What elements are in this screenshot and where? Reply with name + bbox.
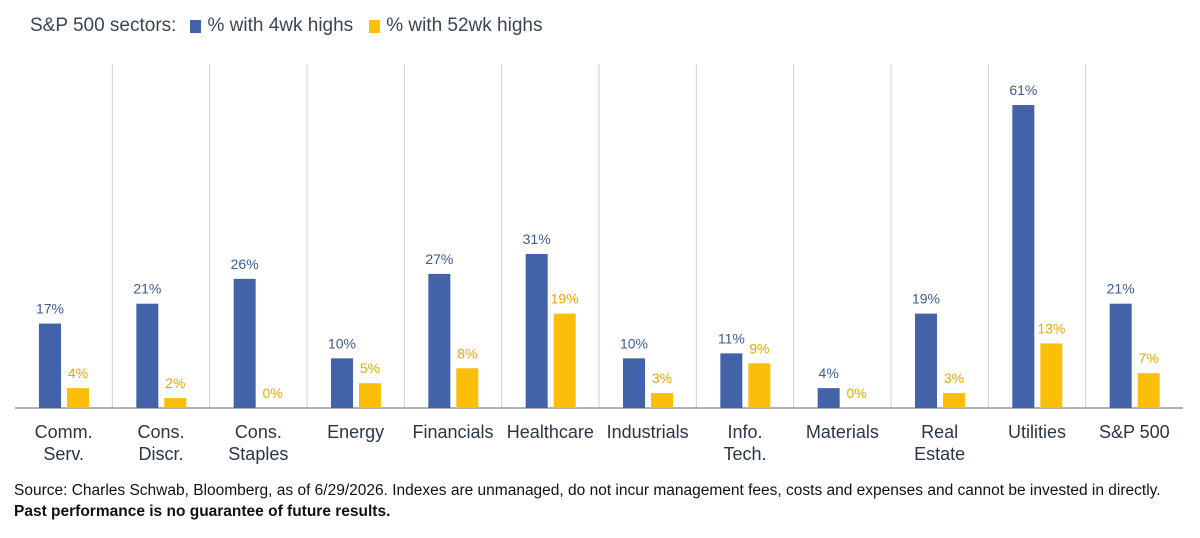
legend-item-4wk: % with 4wk highs bbox=[190, 15, 353, 37]
category-label: Utilities bbox=[1008, 422, 1066, 442]
bar-4wk bbox=[428, 273, 451, 408]
legend-item-52wk: % with 52wk highs bbox=[369, 15, 542, 37]
bar-4wk bbox=[233, 278, 256, 408]
category-label: Discr. bbox=[139, 444, 184, 464]
category-label: Staples bbox=[228, 444, 288, 464]
bar-52wk bbox=[359, 383, 381, 408]
data-label-52wk: 8% bbox=[457, 345, 477, 361]
bar-52wk bbox=[943, 393, 965, 408]
category-label: Cons. bbox=[235, 422, 282, 442]
bar-4wk bbox=[623, 358, 645, 408]
data-label-52wk: 0% bbox=[263, 385, 283, 401]
category-label: Real bbox=[921, 422, 958, 442]
data-label-4wk: 19% bbox=[912, 291, 940, 307]
data-label-52wk: 19% bbox=[551, 291, 579, 307]
bar-52wk bbox=[1040, 343, 1063, 408]
category-label: Tech. bbox=[723, 444, 766, 464]
category-label: Info. bbox=[727, 422, 762, 442]
data-label-4wk: 4% bbox=[819, 365, 839, 381]
data-label-52wk: 4% bbox=[68, 365, 88, 381]
data-label-4wk: 61% bbox=[1009, 82, 1037, 98]
bar-4wk bbox=[525, 254, 548, 408]
data-label-52wk: 3% bbox=[944, 370, 964, 386]
data-label-4wk: 17% bbox=[36, 301, 64, 317]
data-label-4wk: 10% bbox=[620, 335, 648, 351]
data-label-52wk: 0% bbox=[847, 385, 867, 401]
bar-4wk bbox=[136, 303, 159, 408]
data-label-52wk: 13% bbox=[1037, 320, 1065, 336]
legend-label-52wk: % with 52wk highs bbox=[386, 15, 543, 36]
data-label-4wk: 26% bbox=[231, 256, 259, 272]
source-footnote: Source: Charles Schwab, Bloomberg, as of… bbox=[14, 480, 1184, 522]
bar-52wk bbox=[553, 313, 576, 408]
legend-label-4wk: % with 4wk highs bbox=[207, 15, 354, 36]
category-label: Estate bbox=[914, 444, 965, 464]
data-label-4wk: 11% bbox=[718, 330, 745, 346]
category-label: Comm. bbox=[35, 422, 93, 442]
bar-52wk bbox=[651, 393, 673, 408]
category-label: Serv. bbox=[43, 444, 84, 464]
data-label-52wk: 5% bbox=[360, 360, 380, 376]
category-label: Cons. bbox=[137, 422, 184, 442]
data-label-52wk: 3% bbox=[652, 370, 672, 386]
bar-4wk bbox=[817, 388, 840, 408]
data-label-52wk: 7% bbox=[1139, 350, 1159, 366]
category-label: Energy bbox=[327, 422, 384, 442]
bar-4wk bbox=[1109, 303, 1132, 408]
bar-52wk bbox=[164, 398, 187, 408]
category-label: Financials bbox=[412, 422, 493, 442]
bar-52wk bbox=[1137, 373, 1160, 408]
bar-4wk bbox=[331, 358, 353, 408]
data-label-4wk: 21% bbox=[133, 281, 161, 297]
legend: S&P 500 sectors: % with 4wk highs % with… bbox=[30, 12, 558, 40]
data-label-4wk: 31% bbox=[523, 231, 551, 247]
legend-swatch-4wk bbox=[190, 19, 202, 33]
bar-chart: 17%4%Comm.Serv.21%2%Cons.Discr.26%0%Cons… bbox=[15, 64, 1183, 464]
bar-4wk bbox=[915, 313, 937, 408]
data-label-4wk: 21% bbox=[1107, 281, 1135, 297]
category-label: Industrials bbox=[607, 422, 689, 442]
bar-4wk bbox=[1012, 105, 1035, 408]
bar-4wk bbox=[720, 353, 743, 408]
data-label-52wk: 9% bbox=[749, 340, 769, 356]
source-text: Source: Charles Schwab, Bloomberg, as of… bbox=[14, 482, 1161, 499]
bar-4wk bbox=[39, 323, 61, 408]
category-label: S&P 500 bbox=[1099, 422, 1170, 442]
data-label-4wk: 27% bbox=[425, 251, 453, 267]
legend-prefix: S&P 500 sectors: bbox=[30, 15, 177, 36]
bar-52wk bbox=[748, 363, 771, 408]
bar-52wk bbox=[456, 368, 479, 408]
data-label-52wk: 2% bbox=[165, 375, 185, 391]
legend-swatch-52wk bbox=[369, 19, 381, 33]
category-label: Materials bbox=[806, 422, 879, 442]
data-label-4wk: 10% bbox=[328, 335, 356, 351]
category-label: Healthcare bbox=[507, 422, 594, 442]
bar-52wk bbox=[67, 388, 89, 408]
disclaimer-text: Past performance is no guarantee of futu… bbox=[14, 503, 391, 520]
